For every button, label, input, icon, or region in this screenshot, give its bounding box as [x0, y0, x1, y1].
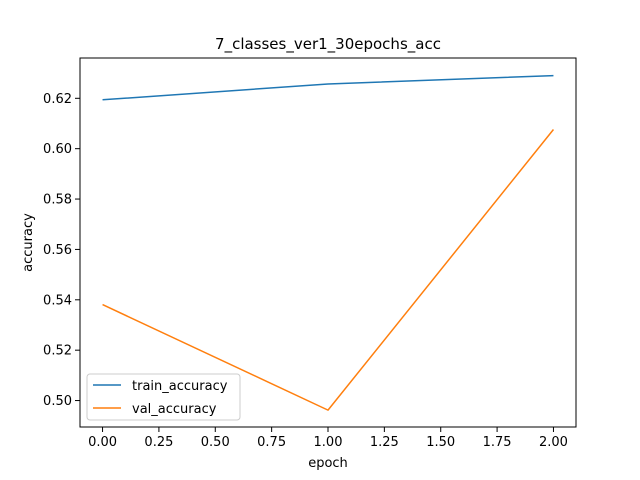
x-tick-label: 0.50	[201, 435, 230, 450]
x-axis-ticks: 0.00 0.25 0.50 0.75 1.00 1.25 1.50 1.75 2.00	[88, 427, 568, 450]
x-tick-label: 0.25	[144, 435, 173, 450]
x-axis-label: epoch	[308, 456, 348, 471]
y-tick-label: 0.50	[43, 394, 72, 409]
x-tick-label: 1.00	[314, 435, 343, 450]
x-tick-label: 1.75	[483, 435, 512, 450]
y-tick-label: 0.62	[43, 92, 72, 107]
legend-box	[86, 373, 241, 421]
legend-label-val-accuracy: val_accuracy	[132, 402, 217, 417]
x-tick-label: 1.50	[426, 435, 455, 450]
legend: train_accuracy val_accuracy	[86, 373, 241, 421]
x-tick-label: 1.25	[370, 435, 399, 450]
series-line-train-accuracy	[102, 74, 554, 101]
series-line-val-accuracy	[102, 129, 555, 411]
legend-label-train-accuracy: train_accuracy	[132, 379, 228, 394]
x-tick-label: 2.00	[539, 435, 568, 450]
series-layer	[102, 74, 555, 411]
y-tick-label: 0.60	[43, 142, 72, 157]
chart-title: 7_classes_ver1_30epochs_acc	[215, 35, 441, 54]
y-tick-label: 0.56	[43, 243, 72, 258]
x-tick-label: 0.75	[257, 435, 286, 450]
y-tick-label: 0.58	[43, 193, 72, 208]
y-tick-label: 0.54	[43, 293, 72, 308]
x-tick-label: 0.00	[88, 435, 117, 450]
y-tick-label: 0.52	[43, 344, 72, 359]
y-axis-label: accuracy	[21, 213, 36, 272]
y-axis-ticks: 0.50 0.52 0.54 0.56 0.58 0.60 0.62	[43, 92, 80, 409]
